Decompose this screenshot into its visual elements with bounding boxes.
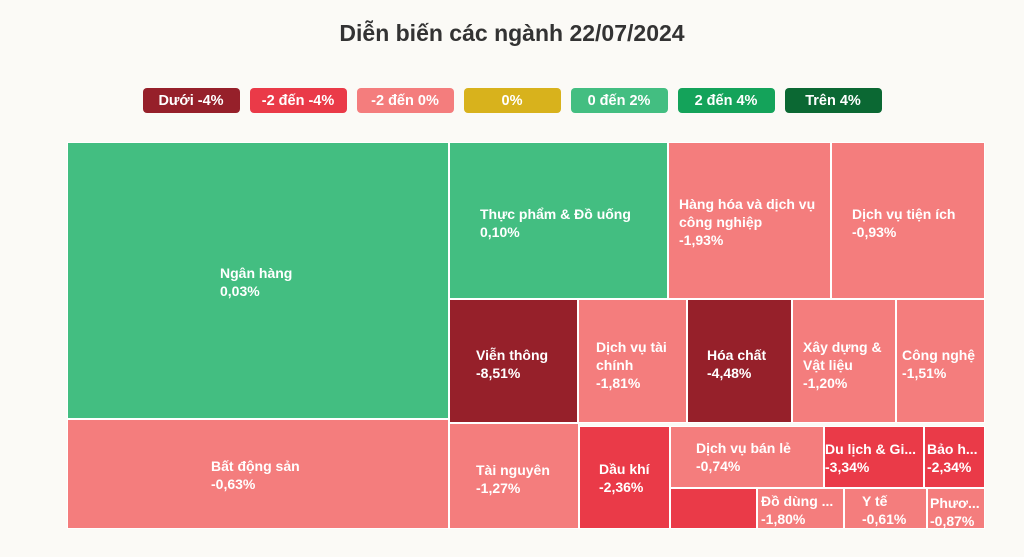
tile-label: Hàng hóa và dịch vụ công nghiệp	[679, 196, 816, 230]
treemap-tile[interactable]: Ngân hàng 0,03%	[67, 142, 449, 419]
treemap: Ngân hàng 0,03% Bất động sản -0,63% Thực phẩ…	[67, 142, 985, 529]
tile-text: Bảo h... -2,34%	[927, 440, 984, 476]
tile-label: Công nghệ	[902, 347, 976, 363]
tile-label: Dầu khí	[599, 461, 650, 477]
tile-label: Tài nguyên	[476, 462, 550, 478]
treemap-tile[interactable]: Thực phẩm & Đồ uống 0,10%	[449, 142, 668, 299]
tile-value: -1,93%	[679, 232, 724, 248]
tile-label: Xây dựng & Vật liệu	[803, 339, 882, 373]
tile-text: Hàng hóa và dịch vụ công nghiệp -1,93%	[679, 195, 829, 249]
tile-text: Đồ dùng ... -1,80%	[761, 492, 843, 528]
treemap-tile[interactable]: Xây dựng & Vật liệu -1,20%	[792, 299, 896, 423]
tile-label: Thực phẩm & Đồ uống	[480, 206, 631, 222]
legend-item-minus-2-to-minus-4: -2 đến -4%	[249, 88, 347, 113]
treemap-tile[interactable]: Y tế -0,61%	[844, 488, 927, 529]
tile-label: Du lịch & Gi...	[825, 441, 917, 457]
tile-value: -0,63%	[211, 476, 256, 492]
legend-item-zero: 0%	[463, 88, 561, 113]
treemap-tile[interactable]: Bất động sản -0,63%	[67, 419, 449, 529]
tile-text: Hóa chất -4,48%	[707, 346, 791, 382]
tile-label: Y tế	[862, 493, 888, 509]
legend-item-below-minus-4: Dưới -4%	[142, 88, 240, 113]
tile-value: -2,34%	[927, 459, 972, 475]
treemap-tile[interactable]: Công nghệ -1,51%	[896, 299, 985, 423]
treemap-tile[interactable]: Hóa chất -4,48%	[687, 299, 792, 423]
tile-value: -0,74%	[696, 458, 741, 474]
tile-text: Bất động sản -0,63%	[211, 457, 431, 493]
tile-text: Xây dựng & Vật liệu -1,20%	[803, 338, 895, 392]
tile-value: 0,10%	[480, 224, 520, 240]
tile-text: Dầu khí -2,36%	[599, 460, 669, 496]
treemap-tile[interactable]: Bảo h... -2,34%	[924, 426, 985, 488]
tile-value: -2,36%	[599, 479, 644, 495]
tile-text: Thực phẩm & Đồ uống 0,10%	[480, 205, 660, 241]
treemap-tile[interactable]: Phươ... -0,87%	[927, 488, 985, 529]
tile-value: 0,03%	[220, 283, 260, 299]
treemap-tile[interactable]: Dịch vụ bán lẻ -0,74%	[670, 426, 824, 488]
legend-item-above-4: Trên 4%	[784, 88, 882, 113]
tile-label: Đồ dùng ...	[761, 493, 834, 509]
tile-label: Hóa chất	[707, 347, 767, 363]
legend-item-0-to-2: 0 đến 2%	[570, 88, 668, 113]
tile-value: -8,51%	[476, 365, 521, 381]
treemap-tile[interactable]: Hàng hóa và dịch vụ công nghiệp -1,93%	[668, 142, 831, 299]
tile-label: Dịch vụ bán lẻ	[696, 440, 791, 456]
tile-value: -4,48%	[707, 365, 752, 381]
tile-label: Phươ...	[930, 495, 980, 511]
tile-label: Bảo h...	[927, 441, 978, 457]
treemap-tile[interactable]: Dịch vụ tiện ích -0,93%	[831, 142, 985, 299]
tile-text: Phươ... -0,87%	[930, 494, 984, 529]
treemap-tile[interactable]: Tài nguyên -1,27%	[449, 423, 579, 529]
tile-text: Dịch vụ tiện ích -0,93%	[852, 205, 982, 241]
tile-label: Bất động sản	[211, 458, 300, 474]
tile-text: Viễn thông -8,51%	[476, 346, 576, 382]
tile-value: -1,80%	[761, 511, 806, 527]
tile-text: Tài nguyên -1,27%	[476, 461, 576, 497]
tile-text: Du lịch & Gi... -3,34%	[825, 440, 923, 476]
tile-value: -1,81%	[596, 375, 641, 391]
tile-label: Ngân hàng	[220, 265, 293, 281]
tile-value: -1,20%	[803, 375, 848, 391]
tile-label: Dịch vụ tiện ích	[852, 206, 956, 222]
tile-text: Y tế -0,61%	[862, 492, 926, 528]
tile-value: -1,27%	[476, 480, 521, 496]
treemap-tile[interactable]	[670, 488, 757, 529]
tile-text: Công nghệ -1,51%	[902, 346, 984, 382]
treemap-tile[interactable]: Viễn thông -8,51%	[449, 299, 578, 423]
chart-title: Diễn biến các ngành 22/07/2024	[339, 20, 685, 46]
tile-label: Viễn thông	[476, 347, 549, 363]
tile-text: Dịch vụ tài chính -1,81%	[596, 338, 686, 392]
treemap-tile[interactable]: Du lịch & Gi... -3,34%	[824, 426, 924, 488]
tile-text: Ngân hàng 0,03%	[220, 264, 440, 300]
tile-text: Dịch vụ bán lẻ -0,74%	[696, 439, 821, 475]
legend-item-minus-2-to-0: -2 đến 0%	[356, 88, 454, 113]
tile-label: Dịch vụ tài chính	[596, 339, 667, 373]
tile-value: -0,93%	[852, 224, 897, 240]
tile-value: -0,61%	[862, 511, 907, 527]
treemap-tile[interactable]: Đồ dùng ... -1,80%	[757, 488, 844, 529]
treemap-tile[interactable]: Dầu khí -2,36%	[579, 426, 670, 529]
treemap-tile[interactable]: Dịch vụ tài chính -1,81%	[578, 299, 687, 423]
tile-value: -3,34%	[825, 459, 870, 475]
tile-value: -1,51%	[902, 365, 947, 381]
legend: Dưới -4% -2 đến -4% -2 đến 0% 0% 0 đến 2…	[0, 88, 1024, 113]
tile-value: -0,87%	[930, 513, 975, 529]
legend-item-2-to-4: 2 đến 4%	[677, 88, 775, 113]
